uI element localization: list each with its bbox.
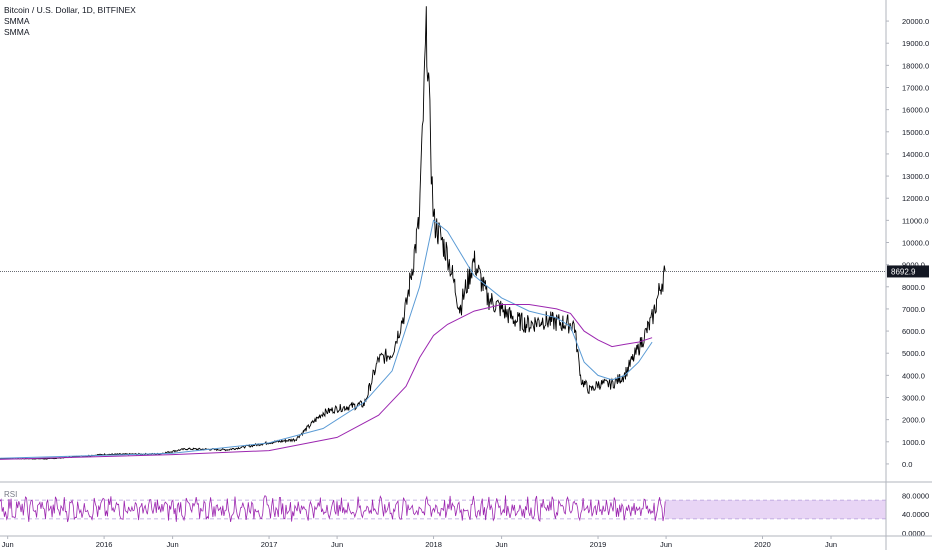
rsi-axis[interactable]: 80.0000 40.0000 0.0000 [902,491,929,538]
rsi-plot[interactable] [0,481,932,523]
price-tick-label: 4000.0 [902,371,925,380]
rsi-tick-label: 40.0000 [902,510,929,519]
time-tick-label: 2019 [590,540,607,549]
price-tick-label: 8000.0 [902,283,925,292]
price-tick-label: 20000.0 [902,17,929,26]
rsi-line [0,495,666,523]
price-tick-label: 7000.0 [902,305,925,314]
last-price-tag [887,265,929,278]
rsi-tick-label: 0.0000 [902,529,925,538]
legend-smma-fast[interactable]: SMMA [4,16,30,26]
price-tick-label: 17000.0 [902,84,929,93]
smma-fast-line [0,219,653,459]
time-tick-label: 2018 [425,540,442,549]
time-axis[interactable]: Jun 2016 Jun 2017 Jun 2018 Jun 2019 Jun 2020 Jun [0,535,932,549]
price-tick-label: 13000.0 [902,172,929,181]
price-tick-label: 11000.0 [902,216,929,225]
price-tick-label: 14000.0 [902,150,929,159]
chart-legend: Bitcoin / U.S. Dollar, 1D, BITFINEX SMMA… [4,5,136,38]
price-tick-label: 0.0 [902,460,912,469]
price-series-line [0,6,666,460]
rsi-label[interactable]: RSI [4,490,18,499]
price-tick-label: 15000.0 [902,128,929,137]
price-tick-label: 16000.0 [902,106,929,115]
price-tick-label: 6000.0 [902,327,925,336]
rsi-tick-label: 80.0000 [902,491,929,500]
price-axis[interactable]: 0.0 1000.0 2000.0 3000.0 4000.0 5000.0 6000.0 7… [885,0,929,550]
price-tick-label: 2000.0 [902,416,925,425]
time-tick-label: Jun [825,540,837,549]
price-tick-label: 10000.0 [902,239,929,248]
price-tick-label: 9000.0 [902,261,925,270]
rsi-band-fill [665,500,886,519]
price-tick-label: 12000.0 [902,194,929,203]
time-tick-label: Jun [167,540,179,549]
price-plot[interactable] [0,6,886,460]
last-price-label: 8692.9 [891,267,916,276]
legend-symbol-title[interactable]: Bitcoin / U.S. Dollar, 1D, BITFINEX [4,5,136,15]
time-tick-label: Jun [331,540,343,549]
legend-smma-slow[interactable]: SMMA [4,27,30,37]
price-tick-label: 3000.0 [902,394,925,403]
price-tick-label: 1000.0 [902,438,925,447]
time-tick-label: 2017 [261,540,278,549]
time-tick-label: Jun [496,540,508,549]
time-tick-label: Jun [2,540,14,549]
price-tick-label: 18000.0 [902,61,929,70]
smma-slow-line [0,304,653,460]
price-tick-label: 5000.0 [902,349,925,358]
time-tick-label: 2016 [96,540,113,549]
price-tick-label: 19000.0 [902,39,929,48]
time-tick-label: Jun [660,540,672,549]
time-tick-label: 2020 [754,540,771,549]
